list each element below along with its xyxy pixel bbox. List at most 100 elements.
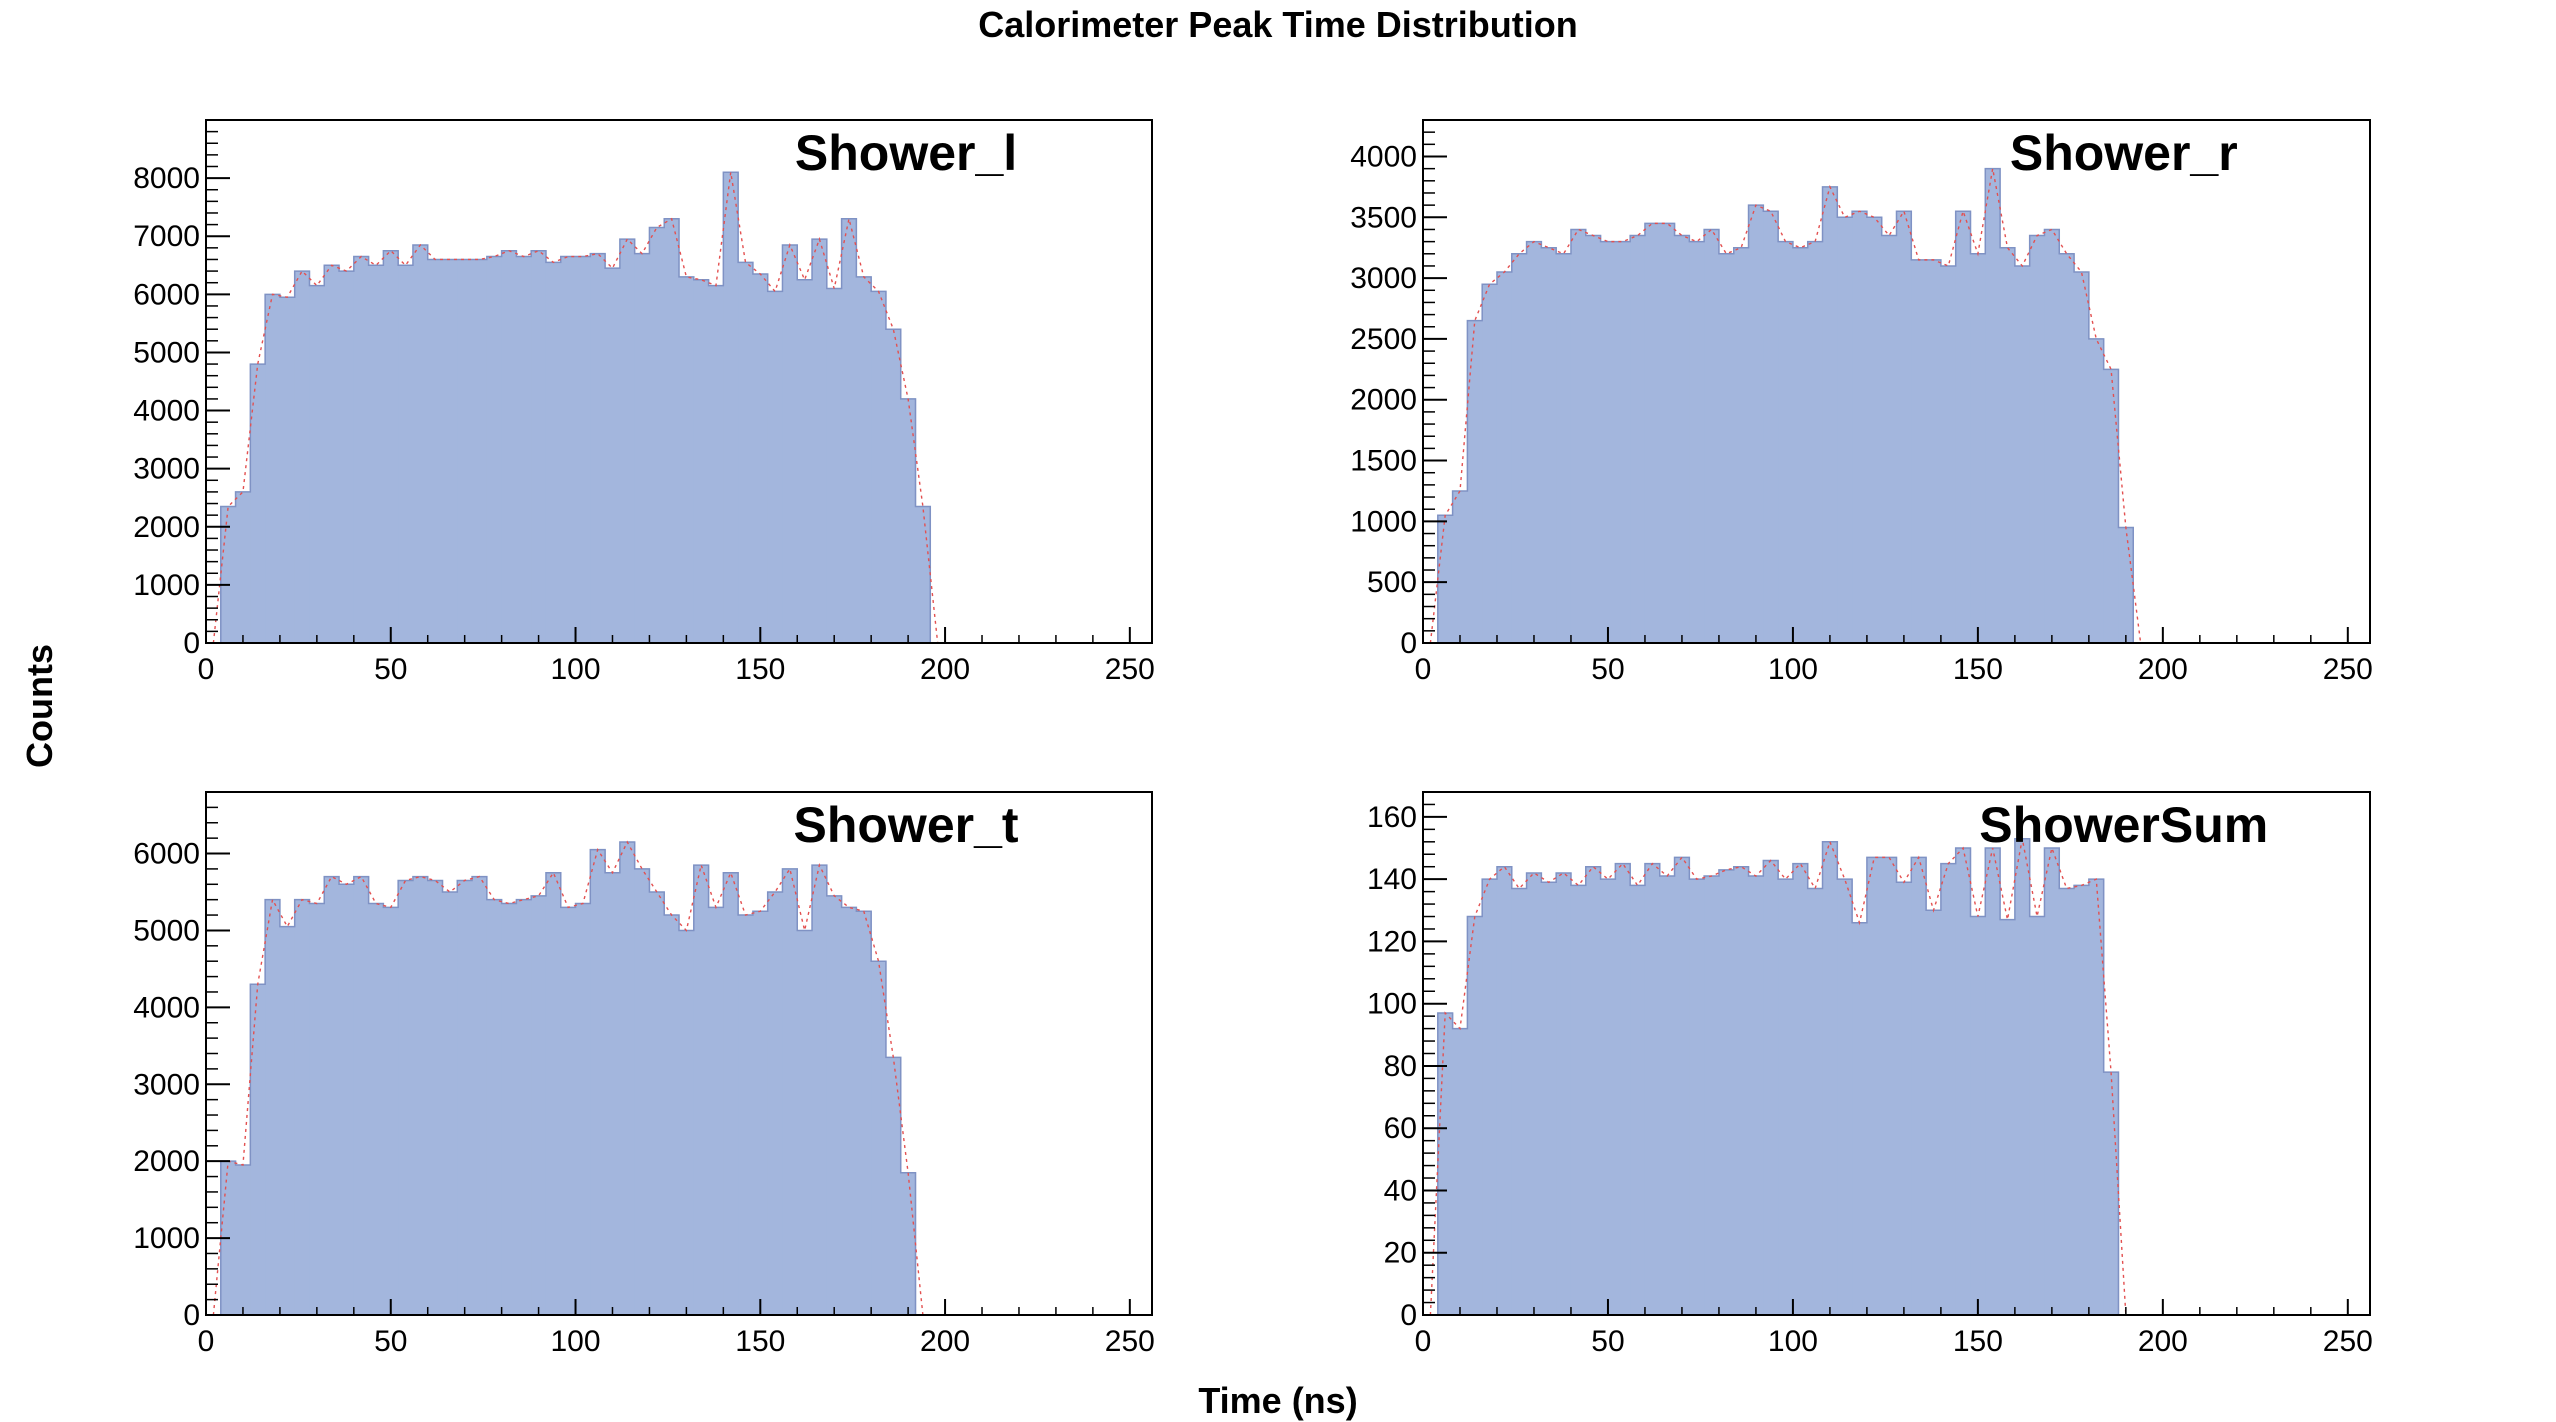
y-tick-label: 3000	[133, 453, 200, 486]
histogram-bar	[1467, 916, 1483, 1315]
histogram-bar	[1852, 211, 1868, 643]
histogram-bar	[339, 271, 355, 643]
histogram-bar	[486, 256, 503, 643]
histogram-bar	[2103, 1072, 2120, 1315]
histogram-bar	[2014, 838, 2031, 1315]
fit-line	[1429, 838, 2127, 1316]
x-tick-label: 50	[374, 653, 407, 686]
x-tick-label: 100	[1768, 653, 1818, 686]
histogram-bar	[826, 895, 843, 1315]
x-tick-label: 50	[1591, 1325, 1624, 1358]
histogram-bar	[915, 506, 931, 643]
y-tick-label: 7000	[133, 220, 200, 253]
x-tick-label: 150	[1953, 1325, 2003, 1358]
histogram-bar	[1733, 247, 1750, 644]
histogram-bar	[1807, 888, 1824, 1315]
histogram-bar	[649, 227, 665, 643]
histogram-bar	[383, 250, 399, 643]
x-tick-label: 0	[198, 653, 215, 686]
histogram-bar	[339, 884, 355, 1315]
histogram-bar	[812, 865, 828, 1315]
histogram-bar	[1718, 869, 1735, 1315]
histogram-bar	[1955, 211, 1972, 643]
histogram-bar	[353, 256, 370, 643]
histogram-bar	[738, 915, 754, 1315]
histogram-bar	[900, 1172, 917, 1315]
histogram-bar	[235, 1165, 251, 1315]
y-tick-label: 0	[1400, 627, 1417, 660]
x-tick-label: 250	[1105, 653, 1155, 686]
y-tick-label: 3500	[1350, 201, 1417, 234]
histogram-bar	[797, 279, 813, 643]
histogram-bar	[1511, 253, 1528, 643]
histogram-bar	[324, 876, 340, 1315]
histogram-bar	[1704, 229, 1720, 643]
histogram-bar	[1970, 916, 1986, 1315]
histogram-bar	[1511, 888, 1528, 1315]
histogram-bar	[294, 899, 311, 1315]
histogram-bar	[442, 259, 458, 643]
histogram-bar	[1437, 1013, 1454, 1315]
y-tick-label: 1000	[133, 569, 200, 602]
y-tick-label: 0	[183, 627, 200, 660]
histogram-bar	[294, 271, 311, 643]
histogram-bar	[324, 265, 340, 643]
histogram-bar	[900, 398, 917, 643]
x-tick-label: 250	[2323, 1325, 2373, 1358]
histogram-bar	[738, 262, 754, 643]
histogram-bar	[1807, 241, 1824, 643]
histogram-bar	[1526, 872, 1542, 1315]
histogram-bar	[1556, 253, 1572, 643]
histogram-bar	[1970, 253, 1986, 643]
histogram-bar	[619, 239, 636, 643]
histogram-bar	[1630, 235, 1646, 643]
histogram-bar	[1689, 879, 1705, 1315]
x-tick-label: 200	[2138, 1325, 2188, 1358]
x-tick-label: 250	[2323, 653, 2373, 686]
y-tick-label: 6000	[133, 838, 200, 871]
histogram-bar	[1615, 241, 1631, 643]
x-tick-label: 50	[1591, 653, 1624, 686]
histogram-bar	[2044, 229, 2060, 643]
histogram-bar	[486, 899, 503, 1315]
histogram-bar	[1659, 876, 1676, 1315]
histogram-bar	[1852, 922, 1868, 1315]
histogram-bar	[1748, 205, 1764, 644]
histogram-bar	[1600, 879, 1616, 1315]
x-tick-label: 250	[1105, 1325, 1155, 1358]
histogram-bar	[1615, 863, 1631, 1315]
histogram-bar	[309, 903, 325, 1315]
histogram-bar	[2074, 272, 2090, 643]
y-tick-label: 5000	[133, 336, 200, 369]
y-tick-label: 3000	[133, 1068, 200, 1101]
histogram-bar	[2118, 527, 2134, 643]
y-tick-label: 160	[1367, 801, 1417, 834]
histogram-bar	[605, 872, 621, 1315]
histogram-bar	[1467, 320, 1483, 643]
histogram-bar	[1689, 241, 1705, 643]
histogram-bar	[619, 841, 636, 1315]
x-axis-label: Time (ns)	[1198, 1380, 1358, 1421]
histogram-bar	[1674, 235, 1690, 643]
histogram-bar	[1496, 866, 1513, 1315]
x-tick-label: 0	[198, 1325, 215, 1358]
histogram-bar	[1778, 879, 1794, 1315]
y-tick-label: 500	[1367, 566, 1417, 599]
histogram-bar	[767, 891, 784, 1315]
histogram-bar	[220, 506, 237, 643]
y-tick-label: 4000	[133, 991, 200, 1024]
panel-title: Shower_l	[795, 125, 1017, 181]
panel-title: ShowerSum	[1979, 797, 2268, 853]
histogram-bar	[782, 868, 798, 1315]
histogram-bar	[782, 244, 798, 643]
x-tick-label: 0	[1415, 653, 1432, 686]
x-tick-label: 100	[1768, 1325, 1818, 1358]
y-tick-label: 4000	[133, 395, 200, 428]
histogram-bar	[693, 865, 710, 1315]
histogram-bar	[560, 256, 577, 643]
y-tick-label: 4000	[1350, 140, 1417, 173]
histogram-bar	[1926, 259, 1942, 643]
histogram-bar	[679, 930, 695, 1315]
histogram-bar	[2029, 916, 2046, 1315]
